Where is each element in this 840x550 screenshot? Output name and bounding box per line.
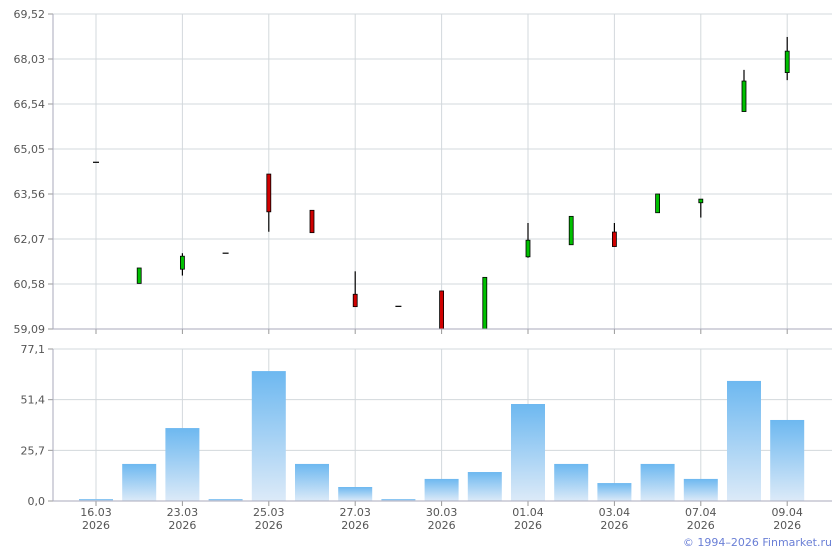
volume-bar — [251, 371, 286, 501]
volume-bar — [338, 487, 373, 501]
candle — [266, 173, 272, 232]
credit-text[interactable]: © 1994–2026 Finmarket.ru — [683, 536, 832, 549]
price-tick-label: 59,09 — [14, 323, 46, 336]
x-tick-label-year: 2026 — [255, 519, 283, 532]
axes: 69,52 68,03 66,54 65,05 63,56 62,07 60,58 59,09… — [14, 8, 832, 532]
volume-bar — [79, 499, 113, 501]
volume-bar — [122, 463, 157, 501]
x-tick-label-day: 09.04 — [771, 506, 803, 519]
x-tick-label-year: 2026 — [600, 519, 628, 532]
x-tick-label-day: 27.03 — [339, 506, 371, 519]
candle — [568, 215, 574, 246]
volume-tick-label: 25,7 — [21, 444, 46, 457]
candle-body — [612, 231, 617, 247]
candle-body — [136, 267, 142, 284]
volume-bar — [554, 463, 589, 501]
x-tick-label-day: 23.03 — [167, 506, 199, 519]
volume-bar — [597, 483, 632, 501]
candle — [309, 209, 315, 234]
volume-bar — [640, 463, 675, 501]
x-tick-label-year: 2026 — [82, 519, 110, 532]
candle-body — [266, 173, 272, 213]
x-tick-label-year: 2026 — [428, 519, 456, 532]
x-tick-label-day: 25.03 — [253, 506, 285, 519]
candle — [525, 222, 531, 258]
price-tick-label: 63,56 — [14, 188, 46, 201]
candle — [136, 267, 142, 284]
volume-bar — [727, 380, 761, 501]
candle — [179, 253, 185, 276]
candle — [698, 198, 704, 218]
candle — [482, 276, 488, 330]
candle-body — [309, 209, 315, 234]
candle-body — [784, 50, 790, 73]
candle-body — [525, 239, 531, 258]
volume-tick-label: 77,1 — [21, 343, 46, 356]
candle — [612, 222, 617, 247]
volume-bar — [381, 499, 416, 501]
price-tick-label: 65,05 — [14, 143, 46, 156]
price-tick-label: 60,58 — [14, 278, 46, 291]
candle-body — [439, 290, 445, 330]
candle-body — [698, 198, 704, 204]
price-tick-label: 66,54 — [14, 98, 46, 111]
volume-tick-label: 0,0 — [28, 495, 46, 508]
price-tick-label: 68,03 — [14, 53, 46, 66]
x-tick-label-day: 03.04 — [599, 506, 631, 519]
volume-tick-label: 51,4 — [21, 394, 46, 407]
volume-bar — [295, 463, 329, 501]
x-tick-label-day: 16.03 — [80, 506, 112, 519]
price-tick-label: 62,07 — [14, 233, 46, 246]
x-tick-label-day: 30.03 — [426, 506, 458, 519]
volume-bar — [424, 478, 459, 501]
volume-bars — [79, 371, 805, 501]
x-tick-label-year: 2026 — [773, 519, 801, 532]
x-tick-label-year: 2026 — [514, 519, 542, 532]
candle-body — [482, 276, 488, 330]
volume-bar — [467, 472, 502, 501]
volume-bar — [683, 478, 718, 501]
candle — [784, 36, 790, 81]
x-tick-label-day: 07.04 — [685, 506, 717, 519]
candle — [655, 193, 660, 214]
volume-bar — [511, 404, 545, 501]
volume-bar — [770, 419, 805, 501]
x-tick-label-year: 2026 — [687, 519, 715, 532]
candle — [741, 69, 747, 112]
x-tick-label-year: 2026 — [341, 519, 369, 532]
candle-body — [179, 255, 185, 270]
volume-bar — [165, 428, 200, 501]
price-tick-label: 69,52 — [14, 8, 46, 21]
grid — [53, 13, 832, 502]
candle-body — [655, 193, 660, 214]
candle — [439, 290, 445, 330]
price-candles — [93, 36, 790, 330]
candle — [352, 271, 358, 308]
x-tick-label-day: 01.04 — [512, 506, 544, 519]
x-tick-label-year: 2026 — [168, 519, 196, 532]
candle-body — [568, 215, 574, 246]
volume-bar — [208, 499, 243, 501]
candle-body — [352, 293, 358, 308]
candle-body — [741, 80, 747, 112]
